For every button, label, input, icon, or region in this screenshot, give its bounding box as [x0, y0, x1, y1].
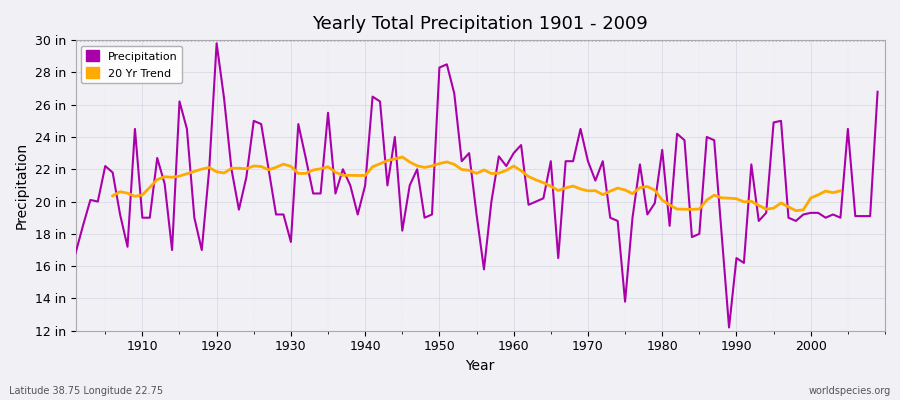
- X-axis label: Year: Year: [465, 359, 495, 373]
- Precipitation: [516, 143, 526, 148]
- Precipitation: [345, 183, 356, 188]
- Line: Precipitation: Precipitation: [76, 43, 878, 328]
- 20 Yr Trend: [835, 188, 846, 193]
- 20 Yr Trend: [687, 207, 698, 212]
- 20 Yr Trend: [479, 168, 490, 172]
- 20 Yr Trend: [330, 170, 341, 175]
- Title: Yearly Total Precipitation 1901 - 2009: Yearly Total Precipitation 1901 - 2009: [312, 15, 648, 33]
- Precipitation: [301, 156, 311, 160]
- 20 Yr Trend: [107, 194, 118, 198]
- 20 Yr Trend: [790, 208, 801, 213]
- Y-axis label: Precipitation: Precipitation: [15, 142, 29, 229]
- Precipitation: [508, 151, 519, 156]
- 20 Yr Trend: [301, 171, 311, 176]
- Precipitation: [724, 325, 734, 330]
- Precipitation: [212, 41, 222, 46]
- Precipitation: [605, 215, 616, 220]
- 20 Yr Trend: [501, 168, 512, 173]
- Precipitation: [130, 126, 140, 131]
- Precipitation: [70, 251, 81, 256]
- Line: 20 Yr Trend: 20 Yr Trend: [112, 157, 841, 211]
- Precipitation: [872, 89, 883, 94]
- Legend: Precipitation, 20 Yr Trend: Precipitation, 20 Yr Trend: [81, 46, 182, 83]
- 20 Yr Trend: [278, 162, 289, 166]
- Text: worldspecies.org: worldspecies.org: [809, 386, 891, 396]
- Text: Latitude 38.75 Longitude 22.75: Latitude 38.75 Longitude 22.75: [9, 386, 163, 396]
- 20 Yr Trend: [397, 154, 408, 159]
